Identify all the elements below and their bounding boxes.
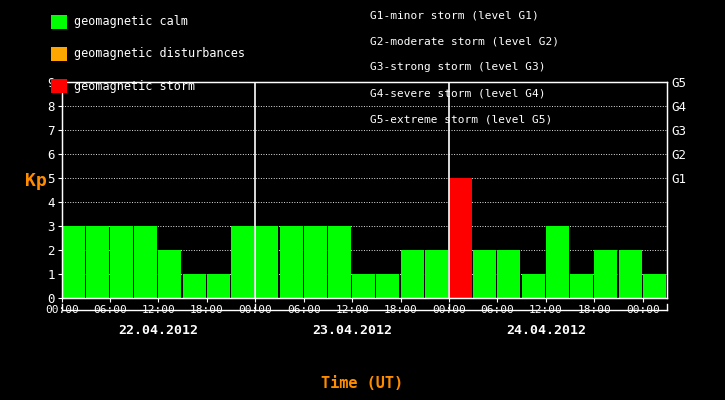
Bar — [594, 250, 618, 298]
Bar — [207, 274, 230, 298]
Bar — [473, 250, 497, 298]
Text: G3-strong storm (level G3): G3-strong storm (level G3) — [370, 62, 545, 72]
Bar — [497, 250, 521, 298]
Bar — [546, 226, 569, 298]
Text: 23.04.2012: 23.04.2012 — [312, 324, 392, 336]
Bar — [522, 274, 544, 298]
Bar — [86, 226, 109, 298]
Bar — [304, 226, 327, 298]
Bar — [328, 226, 351, 298]
Bar — [449, 178, 472, 298]
Bar — [643, 274, 666, 298]
Bar — [110, 226, 133, 298]
Text: geomagnetic storm: geomagnetic storm — [75, 80, 196, 92]
Bar — [376, 274, 399, 298]
Bar — [425, 250, 448, 298]
Text: G1-minor storm (level G1): G1-minor storm (level G1) — [370, 10, 539, 20]
Text: G4-severe storm (level G4): G4-severe storm (level G4) — [370, 88, 545, 98]
Bar — [62, 226, 85, 298]
Bar — [280, 226, 302, 298]
Text: G5-extreme storm (level G5): G5-extreme storm (level G5) — [370, 114, 552, 124]
Y-axis label: Kp: Kp — [25, 172, 47, 190]
Bar — [618, 250, 642, 298]
Bar — [401, 250, 423, 298]
Bar — [134, 226, 157, 298]
Bar — [255, 226, 278, 298]
Text: geomagnetic disturbances: geomagnetic disturbances — [75, 48, 246, 60]
Bar — [183, 274, 206, 298]
Text: 24.04.2012: 24.04.2012 — [506, 324, 586, 336]
Bar — [231, 226, 254, 298]
Text: geomagnetic calm: geomagnetic calm — [75, 16, 188, 28]
Bar — [159, 250, 181, 298]
Text: Time (UT): Time (UT) — [321, 376, 404, 392]
Bar — [352, 274, 376, 298]
Text: G2-moderate storm (level G2): G2-moderate storm (level G2) — [370, 36, 559, 46]
Bar — [570, 274, 593, 298]
Text: 22.04.2012: 22.04.2012 — [118, 324, 199, 336]
